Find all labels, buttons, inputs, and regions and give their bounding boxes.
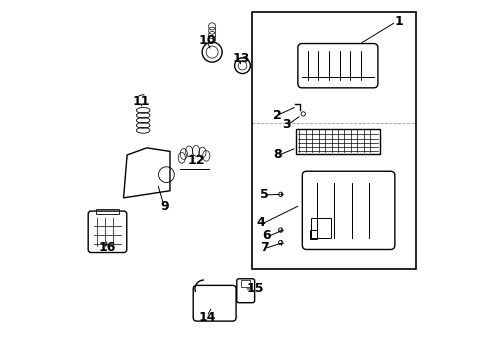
Bar [241, 280, 250, 287]
Text: 6: 6 [262, 229, 271, 242]
Text: 7: 7 [260, 241, 269, 255]
Text: 4: 4 [257, 216, 266, 229]
Text: 3: 3 [282, 118, 291, 131]
Text: 11: 11 [133, 95, 150, 108]
Text: 10: 10 [199, 34, 216, 47]
Text: 9: 9 [160, 200, 169, 213]
Bar [252, 12, 416, 269]
Bar [311, 218, 331, 238]
Text: 16: 16 [99, 241, 116, 255]
Text: 12: 12 [188, 154, 205, 167]
Text: 14: 14 [199, 311, 216, 324]
Text: 5: 5 [260, 188, 269, 201]
Text: 1: 1 [394, 14, 403, 27]
Bar [310, 230, 318, 239]
Text: 15: 15 [247, 283, 265, 296]
Text: 8: 8 [273, 148, 281, 162]
Text: 2: 2 [273, 109, 282, 122]
Bar [96, 208, 119, 213]
Bar [296, 129, 380, 154]
Text: 13: 13 [233, 52, 250, 65]
